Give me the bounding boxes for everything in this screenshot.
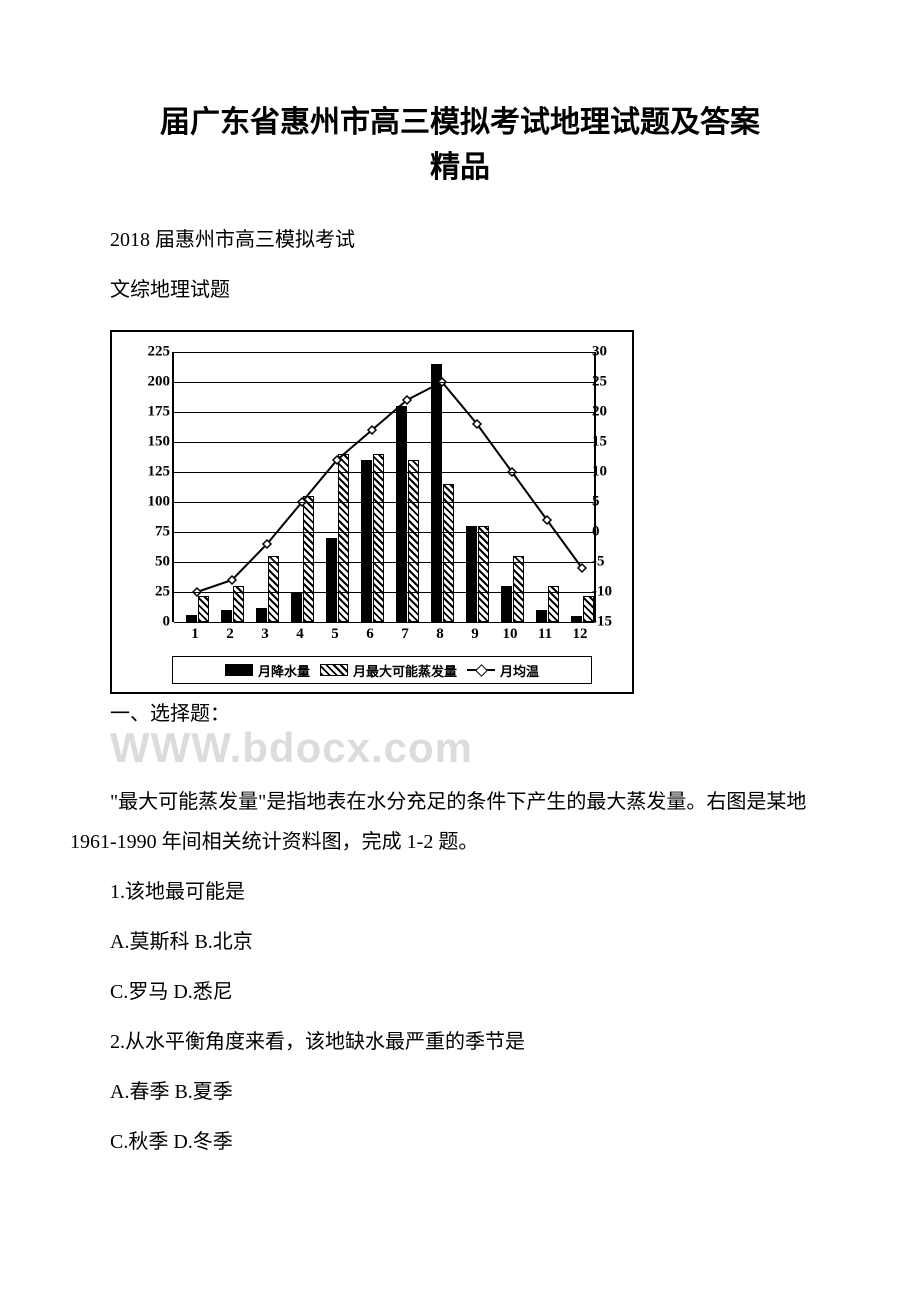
- gridline: [174, 622, 594, 623]
- climate-chart: 0255075100125150175200225 -15-10-5051015…: [110, 330, 850, 694]
- title-line-1: 届广东省惠州市高三模拟考试地理试题及答案: [70, 100, 850, 145]
- passage-text: "最大可能蒸发量"是指地表在水分充足的条件下产生的最大蒸发量。右图是某地 196…: [70, 782, 850, 862]
- bar-precip: [396, 406, 407, 622]
- xtick: 10: [493, 626, 528, 643]
- xtick: 7: [388, 626, 423, 643]
- legend-evap-label: 月最大可能蒸发量: [353, 661, 457, 680]
- bar-evap: [268, 556, 279, 622]
- legend-temp: 月均温: [467, 661, 539, 680]
- legend-evap-swatch: [320, 664, 348, 676]
- bars-layer: [174, 352, 594, 622]
- gridline: [174, 562, 594, 563]
- ytick-right: 5: [592, 494, 620, 511]
- plot-area: [172, 352, 596, 622]
- bar-evap: [478, 526, 489, 622]
- bar-precip: [221, 610, 232, 622]
- chart-frame: 0255075100125150175200225 -15-10-5051015…: [110, 330, 634, 694]
- bar-evap: [408, 460, 419, 622]
- gridline: [174, 352, 594, 353]
- bar-evap: [443, 484, 454, 622]
- xtick: 9: [458, 626, 493, 643]
- bar-precip: [466, 526, 477, 622]
- ytick-right: -10: [592, 584, 620, 601]
- bar-precip: [326, 538, 337, 622]
- exam-header-1: 2018 届惠州市高三模拟考试: [70, 220, 850, 260]
- q1-stem: 1.该地最可能是: [70, 872, 850, 912]
- xtick: 4: [283, 626, 318, 643]
- q2-options-row2: C.秋季 D.冬季: [70, 1122, 850, 1162]
- xtick: 8: [423, 626, 458, 643]
- bar-precip: [431, 364, 442, 622]
- legend-precip-swatch: [225, 664, 253, 676]
- ytick-left: 100: [132, 494, 170, 511]
- page-title: 届广东省惠州市高三模拟考试地理试题及答案 精品: [70, 100, 850, 190]
- ytick-left: 175: [132, 404, 170, 421]
- gridline: [174, 442, 594, 443]
- gridline: [174, 592, 594, 593]
- xtick: 1: [178, 626, 213, 643]
- ytick-left: 50: [132, 554, 170, 571]
- q1-options-row2: C.罗马 D.悉尼: [70, 972, 850, 1012]
- q2-options-row1: A.春季 B.夏季: [70, 1072, 850, 1112]
- ytick-right: 20: [592, 404, 620, 421]
- ytick-right: -5: [592, 554, 620, 571]
- legend-precip: 月降水量: [225, 661, 310, 680]
- ytick-right: 30: [592, 344, 620, 361]
- ytick-left: 0: [132, 614, 170, 631]
- bar-precip: [186, 615, 197, 622]
- gridline: [174, 502, 594, 503]
- bar-precip: [291, 592, 302, 622]
- legend-temp-label: 月均温: [500, 661, 539, 680]
- gridline: [174, 382, 594, 383]
- bar-precip: [256, 608, 267, 622]
- gridline: [174, 412, 594, 413]
- gridline: [174, 472, 594, 473]
- bar-evap: [513, 556, 524, 622]
- xtick: 2: [213, 626, 248, 643]
- title-line-2: 精品: [70, 145, 850, 190]
- bar-evap: [338, 454, 349, 622]
- ytick-right: 0: [592, 524, 620, 541]
- section-1-heading: 一、选择题：: [70, 694, 230, 734]
- xtick: 6: [353, 626, 388, 643]
- legend-precip-label: 月降水量: [258, 661, 310, 680]
- ytick-left: 125: [132, 464, 170, 481]
- legend-temp-swatch: [467, 669, 495, 671]
- xtick: 5: [318, 626, 353, 643]
- chart-legend: 月降水量 月最大可能蒸发量 月均温: [172, 656, 592, 684]
- xtick: 12: [563, 626, 598, 643]
- exam-header-2: 文综地理试题: [70, 270, 850, 310]
- ytick-left: 25: [132, 584, 170, 601]
- bar-evap: [303, 496, 314, 622]
- q2-stem: 2.从水平衡角度来看，该地缺水最严重的季节是: [70, 1022, 850, 1062]
- ytick-left: 225: [132, 344, 170, 361]
- xtick: 3: [248, 626, 283, 643]
- bar-precip: [361, 460, 372, 622]
- ytick-right: 10: [592, 464, 620, 481]
- xtick: 11: [528, 626, 563, 643]
- bar-precip: [536, 610, 547, 622]
- ytick-right: 15: [592, 434, 620, 451]
- bar-evap: [373, 454, 384, 622]
- ytick-left: 75: [132, 524, 170, 541]
- bar-evap: [198, 596, 209, 622]
- q1-options-row1: A.莫斯科 B.北京: [70, 922, 850, 962]
- ytick-right: 25: [592, 374, 620, 391]
- ytick-left: 150: [132, 434, 170, 451]
- ytick-left: 200: [132, 374, 170, 391]
- legend-evap: 月最大可能蒸发量: [320, 661, 457, 680]
- gridline: [174, 532, 594, 533]
